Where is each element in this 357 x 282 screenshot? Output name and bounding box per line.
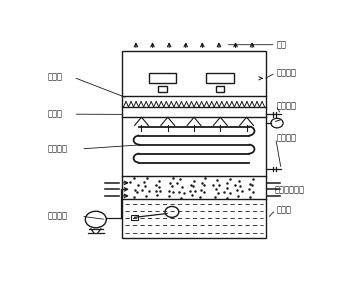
- Text: 液体出口: 液体出口: [277, 134, 297, 143]
- Bar: [158, 86, 166, 92]
- Text: 冷凝盘管: 冷凝盘管: [47, 144, 67, 153]
- Text: 风机: 风机: [277, 40, 287, 49]
- Bar: [206, 73, 234, 83]
- Text: 外护板: 外护板: [47, 110, 62, 119]
- Text: 干冷空气入口: 干冷空气入口: [274, 186, 304, 195]
- Text: 蒸汽进口: 蒸汽进口: [277, 101, 297, 110]
- Text: 集水箱: 集水箱: [277, 205, 292, 214]
- Text: 喷淋水泵: 喷淋水泵: [47, 212, 67, 221]
- Bar: [122, 51, 266, 238]
- Text: 分水装置: 分水装置: [277, 69, 297, 78]
- Bar: [131, 215, 138, 220]
- Bar: [149, 73, 176, 83]
- Text: 收水器: 收水器: [47, 73, 62, 82]
- Bar: [216, 86, 224, 92]
